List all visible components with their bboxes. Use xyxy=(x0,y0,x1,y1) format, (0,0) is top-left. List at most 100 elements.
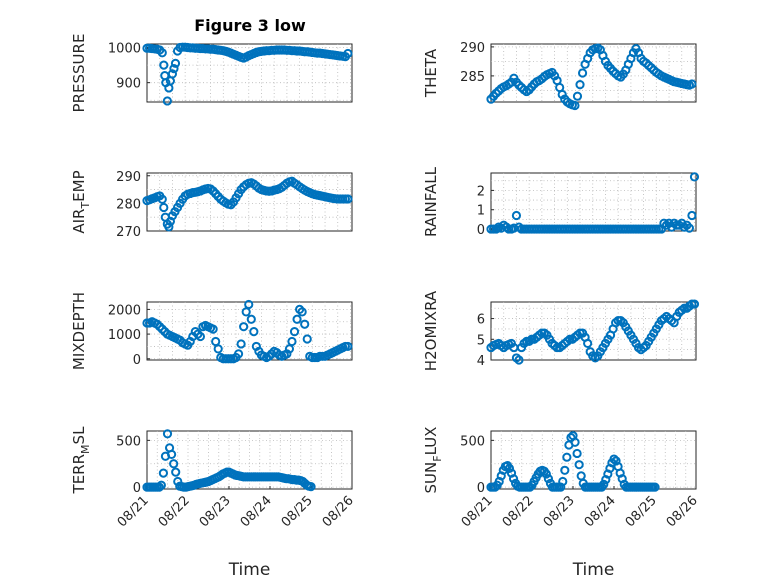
y-tick-label: 0 xyxy=(477,223,485,238)
subplot-8: 0 500 08/21 08/22 08/23 08/24 08/25 08/26 Time SU… xyxy=(422,427,701,580)
data-point xyxy=(233,349,244,359)
y-tick-label: 285 xyxy=(460,70,485,85)
data-point xyxy=(159,202,169,213)
data-point xyxy=(302,334,312,344)
data-point xyxy=(169,64,179,74)
x-tick-label: 08/21 xyxy=(115,493,152,530)
x-tick-label: 08/23 xyxy=(197,493,234,530)
x-axis-label: Time xyxy=(228,560,271,580)
y-tick-label: 500 xyxy=(460,434,485,449)
y-axis-label: MIXDEPTH xyxy=(70,292,88,370)
data-point xyxy=(246,314,256,324)
data-point xyxy=(543,474,554,484)
data-point xyxy=(249,327,259,337)
data-point xyxy=(156,480,166,490)
data-point xyxy=(577,68,588,78)
data-point xyxy=(159,60,169,70)
data-point xyxy=(164,222,174,232)
data-point xyxy=(154,482,164,492)
x-tick-label: 08/25 xyxy=(623,493,660,530)
x-tick-label: 08/24 xyxy=(582,493,619,530)
data-point xyxy=(541,469,551,479)
data-point xyxy=(167,69,178,79)
data-point xyxy=(560,465,570,475)
x-tick-label: 08/23 xyxy=(541,493,578,530)
data-point xyxy=(171,467,181,477)
data-point xyxy=(514,355,524,365)
y-axis-label: SUNFLUX xyxy=(422,427,444,494)
x-axis-label: Time xyxy=(572,560,615,580)
data-point xyxy=(689,299,700,309)
data-point xyxy=(236,339,246,349)
y-axis-label: H2OMIXRA xyxy=(422,290,440,371)
data-point xyxy=(170,58,181,68)
data-point xyxy=(575,80,585,90)
y-axis-label: TERRMSL xyxy=(70,426,92,495)
figure-title: Figure 3 low xyxy=(194,16,306,35)
data-point xyxy=(297,307,307,317)
y-tick-label: 1000 xyxy=(108,328,141,343)
x-tick-label: 08/22 xyxy=(156,493,193,530)
y-tick-label: 6 xyxy=(477,313,485,328)
x-tick-label: 08/26 xyxy=(664,493,701,530)
data-point xyxy=(195,331,206,342)
y-tick-label: 500 xyxy=(116,434,141,449)
data-point xyxy=(158,468,168,478)
data-point xyxy=(572,448,582,459)
data-point xyxy=(157,194,167,204)
y-tick-label: 1 xyxy=(477,204,485,219)
data-point xyxy=(292,314,302,324)
y-axis-label-subscript: M xyxy=(79,444,92,454)
data-point xyxy=(306,482,316,492)
data-point xyxy=(687,210,697,221)
data-point xyxy=(687,79,697,89)
data-point xyxy=(167,449,177,459)
y-tick-label: 2 xyxy=(477,184,485,199)
data-point xyxy=(583,338,593,349)
data-point xyxy=(343,194,353,204)
data-point xyxy=(684,223,694,233)
data-point xyxy=(162,96,172,106)
data-point xyxy=(570,437,580,447)
y-axis-label-subscript: T xyxy=(79,202,92,210)
data-point xyxy=(574,460,584,470)
data-point xyxy=(689,172,700,182)
x-tick-label: 08/21 xyxy=(459,493,496,530)
y-tick-label: 5 xyxy=(477,333,485,348)
x-tick-label: 08/22 xyxy=(500,493,537,530)
data-point xyxy=(572,91,583,101)
y-tick-label: 280 xyxy=(116,197,141,212)
data-point xyxy=(558,476,568,487)
data-point xyxy=(562,452,572,462)
y-axis-label-subscript: F xyxy=(431,455,444,461)
y-tick-label: 0 xyxy=(133,353,141,368)
data-point xyxy=(343,341,353,352)
subplot-5: 0 1000 2000 MIXDEPTH xyxy=(70,292,353,370)
y-tick-label: 270 xyxy=(116,225,141,240)
data-point xyxy=(169,459,179,469)
y-tick-label: 900 xyxy=(116,77,141,92)
y-tick-label: 4 xyxy=(477,354,485,369)
subplot-2: 285 290 THETA xyxy=(422,41,697,111)
y-tick-label: 0 xyxy=(477,481,485,496)
data-point xyxy=(300,319,310,329)
data-point xyxy=(650,482,660,492)
y-axis-label: THETA xyxy=(422,48,440,98)
data-point xyxy=(504,463,515,474)
data-point xyxy=(343,48,353,59)
data-point xyxy=(157,48,167,58)
data-point xyxy=(570,100,580,111)
subplot-1: 900 1000 PRESSURE xyxy=(70,34,353,113)
data-point xyxy=(609,454,619,464)
x-tick-label: 08/26 xyxy=(320,493,357,530)
y-axis-label: PRESSURE xyxy=(70,34,88,113)
data-point xyxy=(511,210,522,221)
x-tick-label: 08/24 xyxy=(238,493,275,530)
data-point xyxy=(287,336,297,347)
y-tick-label: 290 xyxy=(460,41,485,56)
x-tick-label: 08/25 xyxy=(279,493,316,530)
y-axis-label: AIRTEMP xyxy=(70,170,92,233)
subplot-6: 4 5 6 H2OMIXRA xyxy=(422,290,700,371)
data-point xyxy=(508,474,519,484)
